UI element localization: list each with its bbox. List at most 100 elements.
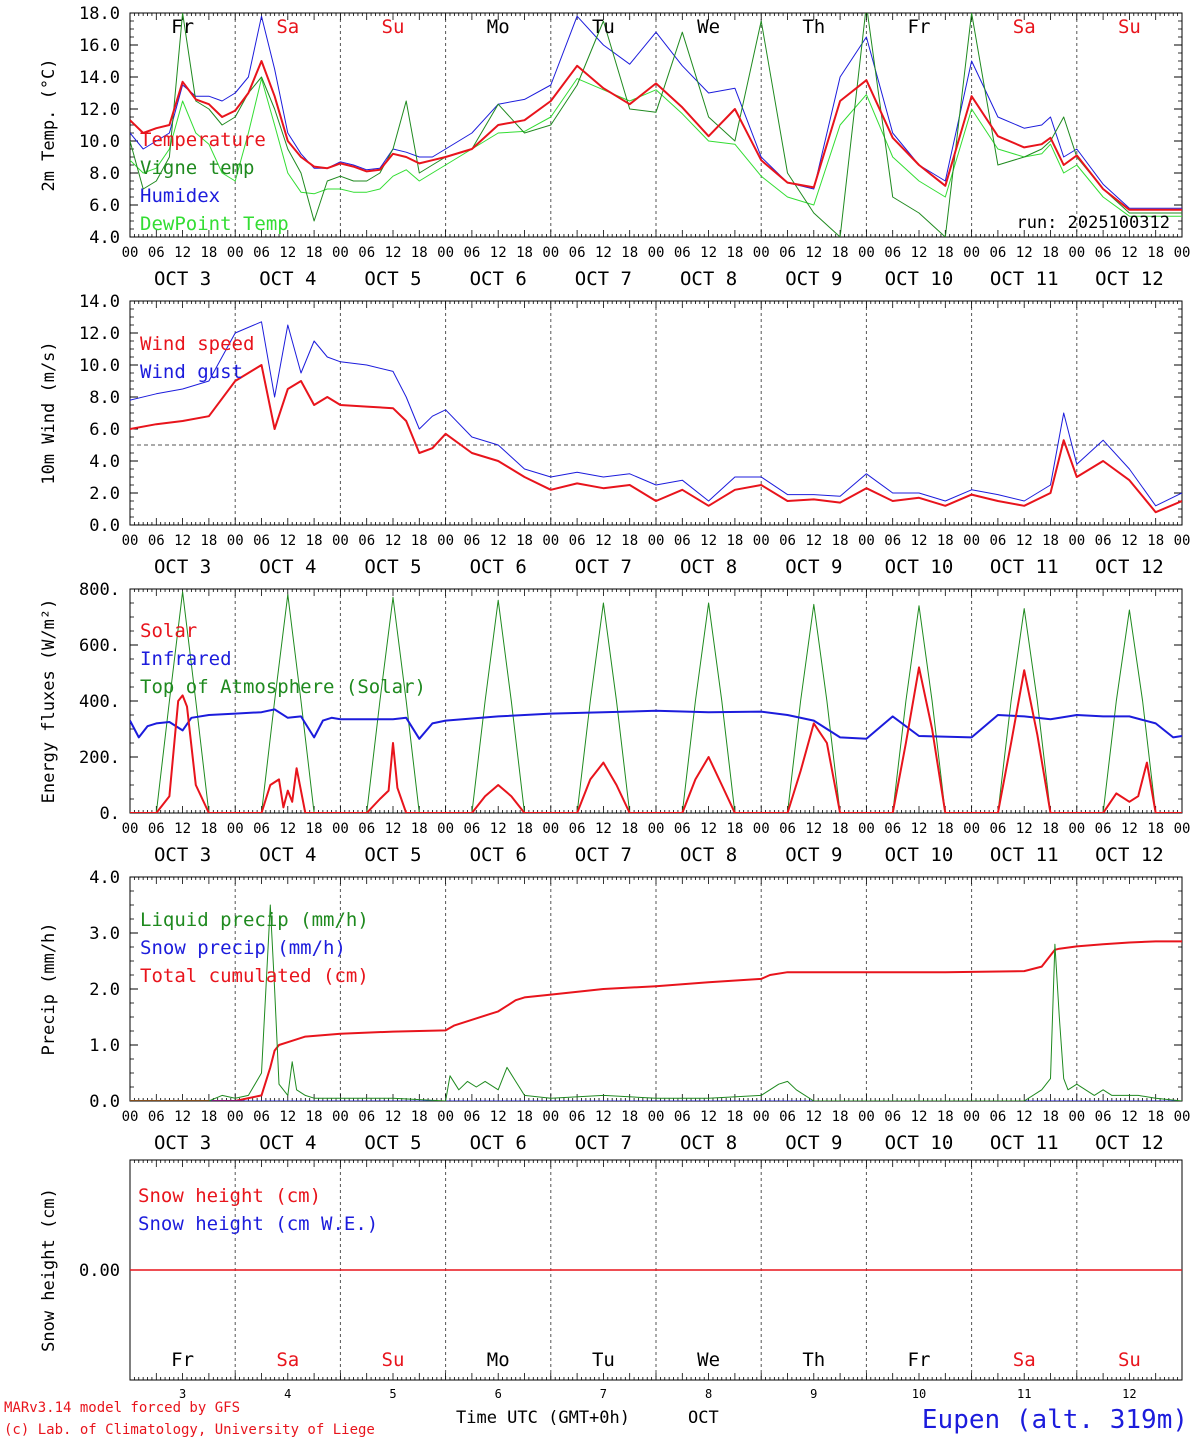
series-line-solar — [130, 666, 1182, 813]
hour-label: 00 — [753, 1109, 770, 1125]
hour-label: 12 — [1121, 1109, 1138, 1125]
weekday-label: Sa — [1013, 16, 1036, 38]
series-group — [130, 591, 1182, 813]
hour-label: 00 — [963, 1109, 980, 1125]
y-axis-label: Snow height (cm) — [39, 1188, 59, 1352]
panel-frame — [129, 300, 1183, 526]
hour-label: 00 — [1174, 1109, 1191, 1125]
hour-label: 06 — [253, 1109, 270, 1125]
hour-label: 12 — [1016, 821, 1033, 837]
legend-entry: Humidex — [140, 185, 220, 207]
hour-label: 00 — [227, 245, 244, 261]
x-axis-month-label: OCT — [688, 1408, 719, 1428]
legend-entry: DewPoint Temp — [140, 213, 289, 235]
hour-label: 06 — [463, 821, 480, 837]
hour-label: 00 — [1174, 245, 1191, 261]
hour-label: 06 — [884, 533, 901, 549]
date-label: OCT 12 — [1095, 844, 1164, 866]
hour-label: 00 — [227, 821, 244, 837]
hour-label: 18 — [832, 1109, 849, 1125]
hour-label: 18 — [621, 821, 638, 837]
hour-label: 00 — [437, 245, 454, 261]
date-label: OCT 12 — [1095, 556, 1164, 578]
hour-label: 18 — [1042, 533, 1059, 549]
hour-label: 06 — [989, 245, 1006, 261]
hour-label: 00 — [753, 245, 770, 261]
weekday-label: Fr — [171, 1349, 194, 1371]
hour-label: 00 — [648, 821, 665, 837]
y-tick-label: 600. — [79, 636, 120, 656]
date-label: OCT 12 — [1095, 268, 1164, 290]
weekday-label: Fr — [908, 1349, 931, 1371]
hour-label: 00 — [963, 245, 980, 261]
day-number-label: 12 — [1122, 1387, 1136, 1401]
weekday-label: Mo — [487, 16, 510, 38]
legend-entry: Snow precip (mm/h) — [140, 937, 346, 959]
series-line-wind-gust — [130, 321, 1182, 507]
hour-label: 12 — [1016, 1109, 1033, 1125]
panel-snow: 0.00 Snow height (cm) Snow height (cm) Snow… — [39, 1159, 1183, 1401]
weekday-label: Tu — [592, 1349, 615, 1371]
weekday-label: Fr — [171, 16, 194, 38]
hour-label: 12 — [595, 533, 612, 549]
y-axis-label: 10m Wind (m/s) — [39, 341, 59, 484]
hour-label: 12 — [911, 821, 928, 837]
hour-label: 18 — [937, 533, 954, 549]
y-tick-label: 0.00 — [79, 1261, 120, 1281]
hour-label: 18 — [832, 821, 849, 837]
hour-label: 12 — [1016, 245, 1033, 261]
weekday-label: We — [697, 1349, 720, 1371]
hour-label: 00 — [1068, 245, 1085, 261]
hour-label: 06 — [463, 533, 480, 549]
hour-label: 00 — [963, 533, 980, 549]
hour-label: 00 — [332, 1109, 349, 1125]
hour-label: 00 — [437, 821, 454, 837]
y-tick-label: 6.0 — [89, 420, 120, 440]
hour-label: 06 — [1095, 821, 1112, 837]
hour-label: 00 — [648, 245, 665, 261]
legend-entry: Wind gust — [140, 361, 243, 383]
weekday-label: Su — [382, 16, 405, 38]
hour-label: 18 — [1147, 821, 1164, 837]
weekday-label: Fr — [908, 16, 931, 38]
hour-label: 12 — [279, 245, 296, 261]
hour-label: 12 — [490, 1109, 507, 1125]
y-tick-label: 200. — [79, 748, 120, 768]
hour-label: 18 — [726, 1109, 743, 1125]
hour-label: 18 — [1042, 245, 1059, 261]
hour-label: 12 — [1016, 533, 1033, 549]
date-label: OCT 11 — [990, 268, 1059, 290]
y-tick-label: 1.0 — [89, 1036, 120, 1056]
series-line-liquid-precip-mm-h- — [130, 904, 1182, 1101]
weekday-label: Sa — [276, 16, 299, 38]
hour-label: 18 — [726, 821, 743, 837]
y-tick-label: 8.0 — [89, 164, 120, 184]
hour-label: 12 — [595, 1109, 612, 1125]
hour-label: 06 — [358, 245, 375, 261]
date-label: OCT 5 — [364, 844, 421, 866]
series-group — [130, 13, 1182, 237]
y-tick-label: 10.0 — [79, 356, 120, 376]
series-line-humidex — [130, 15, 1182, 209]
date-label: OCT 6 — [470, 844, 527, 866]
hour-label: 06 — [358, 821, 375, 837]
hour-label: 06 — [674, 245, 691, 261]
hour-label: 00 — [332, 533, 349, 549]
hour-label: 00 — [437, 533, 454, 549]
hour-label: 00 — [1174, 533, 1191, 549]
hour-label: 12 — [279, 533, 296, 549]
hour-label: 06 — [358, 1109, 375, 1125]
weekday-label: Mo — [487, 1349, 510, 1371]
hour-label: 18 — [726, 533, 743, 549]
hour-label: 18 — [516, 821, 533, 837]
hour-label: 18 — [1147, 1109, 1164, 1125]
hour-label: 12 — [385, 533, 402, 549]
legend-entry: Wind speed — [140, 333, 254, 355]
date-label: OCT 8 — [680, 844, 737, 866]
weekday-label: Su — [1118, 16, 1141, 38]
date-label: OCT 5 — [364, 268, 421, 290]
hour-label: 12 — [490, 821, 507, 837]
hour-label: 06 — [569, 821, 586, 837]
hour-label: 06 — [674, 1109, 691, 1125]
hour-label: 12 — [700, 533, 717, 549]
